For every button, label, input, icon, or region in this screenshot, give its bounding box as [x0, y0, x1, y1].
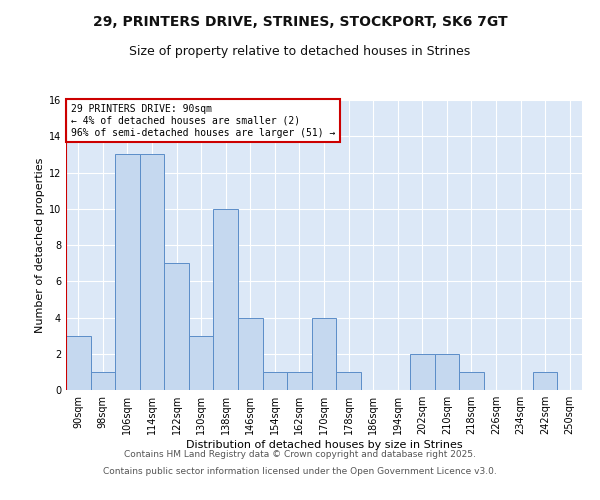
Text: Contains HM Land Registry data © Crown copyright and database right 2025.: Contains HM Land Registry data © Crown c… — [124, 450, 476, 459]
Bar — [238, 318, 263, 390]
Bar — [459, 372, 484, 390]
Bar — [189, 336, 214, 390]
X-axis label: Distribution of detached houses by size in Strines: Distribution of detached houses by size … — [185, 440, 463, 450]
Bar — [263, 372, 287, 390]
Text: 29, PRINTERS DRIVE, STRINES, STOCKPORT, SK6 7GT: 29, PRINTERS DRIVE, STRINES, STOCKPORT, … — [92, 15, 508, 29]
Text: Size of property relative to detached houses in Strines: Size of property relative to detached ho… — [130, 45, 470, 58]
Bar — [410, 354, 434, 390]
Text: 29 PRINTERS DRIVE: 90sqm
← 4% of detached houses are smaller (2)
96% of semi-det: 29 PRINTERS DRIVE: 90sqm ← 4% of detache… — [71, 104, 335, 138]
Bar — [336, 372, 361, 390]
Bar — [115, 154, 140, 390]
Bar — [287, 372, 312, 390]
Bar — [140, 154, 164, 390]
Bar — [533, 372, 557, 390]
Bar — [434, 354, 459, 390]
Y-axis label: Number of detached properties: Number of detached properties — [35, 158, 44, 332]
Bar — [164, 263, 189, 390]
Bar — [312, 318, 336, 390]
Text: Contains public sector information licensed under the Open Government Licence v3: Contains public sector information licen… — [103, 468, 497, 476]
Bar — [66, 336, 91, 390]
Bar — [214, 209, 238, 390]
Bar — [91, 372, 115, 390]
